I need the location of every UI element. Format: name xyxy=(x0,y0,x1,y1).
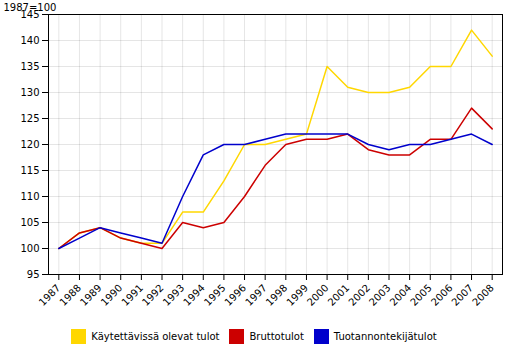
html-text:Tuotannontekijätulot: Tuotannontekijätulot xyxy=(333,331,437,342)
svg-text:135: 135 xyxy=(20,61,39,72)
svg-text:115: 115 xyxy=(20,165,39,176)
svg-text:1988: 1988 xyxy=(57,282,83,308)
svg-text:1989: 1989 xyxy=(78,282,104,308)
svg-text:2008: 2008 xyxy=(470,282,496,308)
svg-text:1999: 1999 xyxy=(284,282,310,308)
svg-text:2002: 2002 xyxy=(346,282,372,308)
html-text:Bruttotulot: Bruttotulot xyxy=(249,331,304,342)
svg-text:1993: 1993 xyxy=(161,282,187,308)
svg-text:2004: 2004 xyxy=(388,282,414,308)
svg-text:1992: 1992 xyxy=(140,282,166,308)
svg-text:100: 100 xyxy=(20,243,39,254)
svg-text:120: 120 xyxy=(20,139,39,150)
svg-text:1994: 1994 xyxy=(181,282,207,308)
svg-text:1996: 1996 xyxy=(222,282,248,308)
svg-text:95: 95 xyxy=(27,269,40,280)
svg-text:2007: 2007 xyxy=(449,282,475,308)
svg-text:2001: 2001 xyxy=(326,282,352,308)
svg-text:110: 110 xyxy=(20,191,39,202)
svg-text:1998: 1998 xyxy=(264,282,290,308)
svg-text:1997: 1997 xyxy=(243,282,269,308)
svg-text:105: 105 xyxy=(20,217,39,228)
svg-text:2005: 2005 xyxy=(408,282,434,308)
svg-text:140: 140 xyxy=(20,35,39,46)
svg-text:130: 130 xyxy=(20,87,39,98)
svg-text:1990: 1990 xyxy=(99,282,125,308)
svg-text:1987=100: 1987=100 xyxy=(4,2,57,13)
svg-text:1991: 1991 xyxy=(119,282,145,308)
svg-text:1995: 1995 xyxy=(202,282,228,308)
svg-text:1987: 1987 xyxy=(37,282,63,308)
html-text:Käytettävissä olevat tulot: Käytettävissä olevat tulot xyxy=(91,331,220,342)
svg-text:2006: 2006 xyxy=(429,282,455,308)
svg-text:2000: 2000 xyxy=(305,282,331,308)
svg-text:2003: 2003 xyxy=(367,282,393,308)
svg-text:125: 125 xyxy=(20,113,39,124)
svg-text:145: 145 xyxy=(20,8,40,20)
